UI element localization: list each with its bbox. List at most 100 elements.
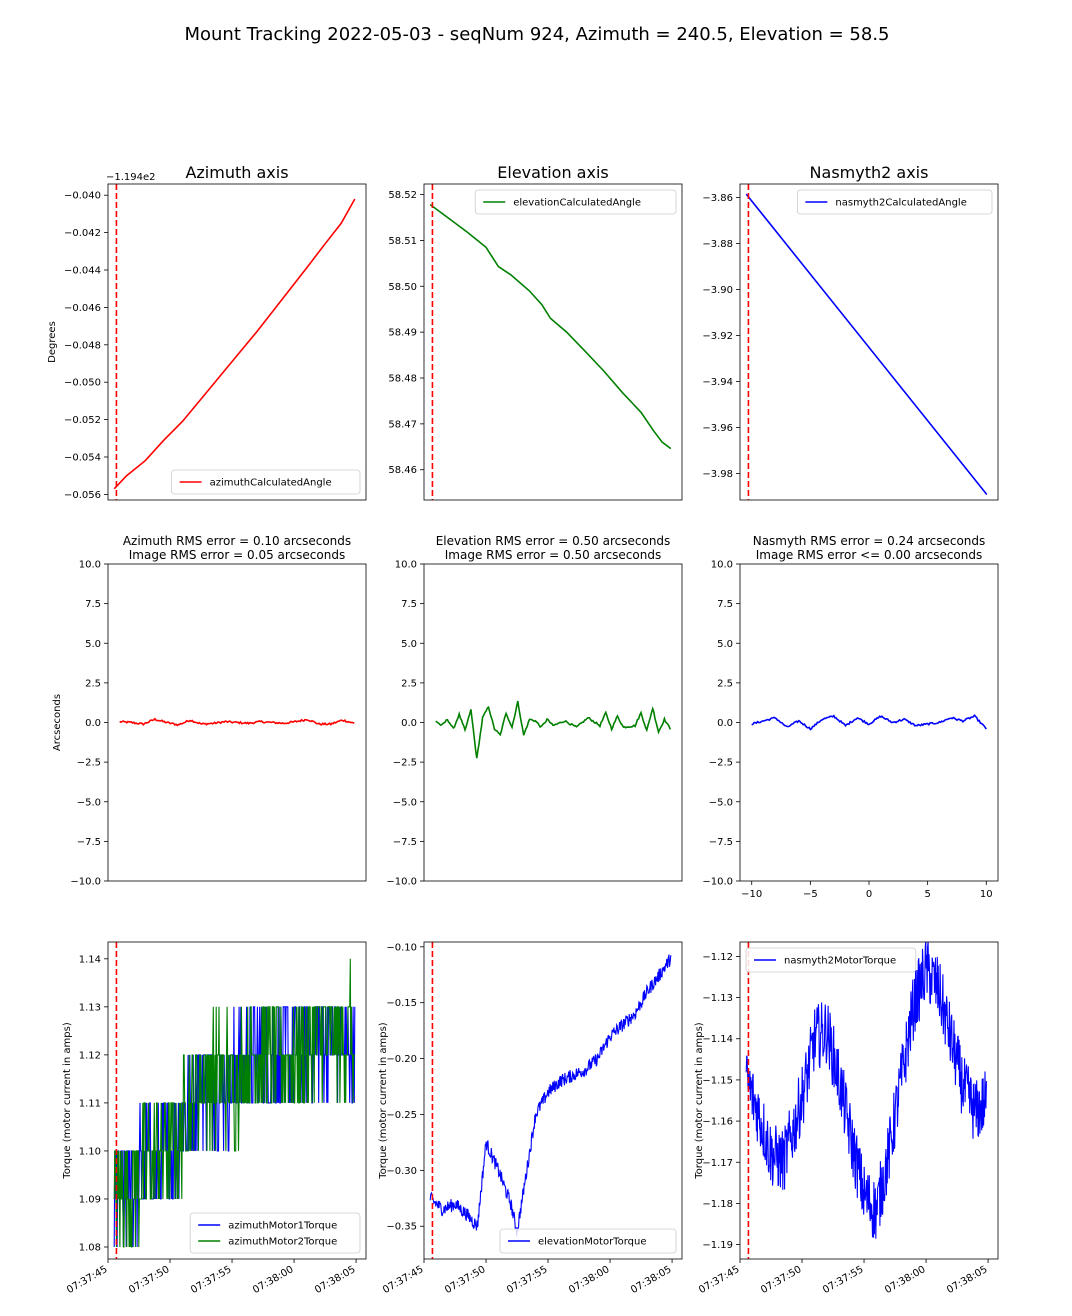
plot-area xyxy=(113,958,356,1248)
x-tick-label: 5 xyxy=(924,889,930,900)
axes-title-line-1: Elevation RMS error = 0.50 arcseconds xyxy=(436,534,671,548)
plot-area xyxy=(435,700,672,759)
axes-frame xyxy=(739,941,999,1260)
axes-title-line-1: Nasmyth RMS error = 0.24 arcseconds xyxy=(753,534,986,548)
x-tick-label: 07:37:55 xyxy=(189,1264,233,1296)
y-tick-label: 58.47 xyxy=(388,419,417,430)
y-tick-label: 2.5 xyxy=(717,678,733,689)
y-tick-label: 2.5 xyxy=(85,678,101,689)
y-tick-label: 5.0 xyxy=(85,639,101,650)
legend-box xyxy=(474,189,677,215)
y-tick-label: −0.050 xyxy=(64,378,101,389)
panel-1: Azimuth axis −1.194e2 −0.040 −0.042 −0.044 −0… xyxy=(47,163,367,501)
x-tick-label: 07:38:00 xyxy=(567,1264,611,1296)
legend-label: nasmyth2MotorTorque xyxy=(784,956,896,967)
y-tick-label: −0.046 xyxy=(64,303,101,314)
series-line-blue xyxy=(745,193,988,496)
y-tick-label: 58.51 xyxy=(388,236,417,247)
legend-box xyxy=(499,1228,677,1254)
axes-frame xyxy=(423,563,683,882)
y-tick-label: −0.30 xyxy=(386,1166,417,1177)
series-line-blue xyxy=(751,713,987,731)
axes-frame xyxy=(423,183,683,501)
figure-title: Mount Tracking 2022-05-03 - seqNum 924, … xyxy=(184,24,889,45)
plot-area xyxy=(751,713,987,731)
y-tick-label: −0.15 xyxy=(386,998,417,1009)
legend: azimuthMotor1Torque azimuthMotor2Torque xyxy=(189,1212,361,1254)
y-axis-label: Torque (motor current in amps) xyxy=(62,1022,73,1180)
legend: azimuthCalculatedAngle xyxy=(171,469,361,495)
y-tick-label: −3.88 xyxy=(702,239,733,250)
y-tick-label: −1.13 xyxy=(702,993,733,1004)
series-line-red xyxy=(119,717,355,727)
y-tick-label: −2.5 xyxy=(393,758,417,769)
y-tick-label: −0.048 xyxy=(64,340,101,351)
y-tick-label: −3.92 xyxy=(702,331,733,342)
x-tick-label: 07:37:55 xyxy=(821,1264,865,1296)
y-tick-label: 5.0 xyxy=(401,639,417,650)
axes-title: Elevation axis xyxy=(497,163,608,182)
y-tick-label: −0.20 xyxy=(386,1054,417,1065)
y-tick-label: −3.86 xyxy=(702,193,733,204)
y-tick-label: −0.052 xyxy=(64,415,101,426)
series-line-green xyxy=(429,203,672,450)
legend-box xyxy=(797,189,993,215)
x-tick-label: 07:37:45 xyxy=(381,1264,425,1296)
y-tick-label: −1.19 xyxy=(702,1240,733,1251)
y-tick-label: 10.0 xyxy=(395,560,417,571)
axes-frame xyxy=(739,563,999,882)
legend-label: nasmyth2CalculatedAngle xyxy=(835,198,966,209)
legend-box xyxy=(171,469,361,495)
series-line-blue xyxy=(429,954,672,1237)
y-tick-label: 7.5 xyxy=(401,599,417,610)
y-tick-label: −10.0 xyxy=(386,877,417,888)
y-tick-label: −0.042 xyxy=(64,228,101,239)
y-offset-label: −1.194e2 xyxy=(106,172,156,183)
panel-9: −1.12 −1.13 −1.14 −1.15 −1.16 −1.17 −1.18 −1.19… xyxy=(694,941,999,1296)
panel-6: Nasmyth RMS error = 0.24 arcsecondsImage… xyxy=(702,534,999,900)
legend: elevationCalculatedAngle xyxy=(474,189,677,215)
plot-area xyxy=(429,203,672,450)
y-tick-label: −1.18 xyxy=(702,1199,733,1210)
x-tick-label: −10 xyxy=(741,889,762,900)
y-tick-label: −10.0 xyxy=(70,877,101,888)
y-tick-label: −2.5 xyxy=(709,758,733,769)
y-tick-label: −0.040 xyxy=(64,191,101,202)
legend-label: azimuthCalculatedAngle xyxy=(210,478,332,489)
y-tick-label: 0.0 xyxy=(717,718,733,729)
axes-title-line-2: Image RMS error <= 0.00 arcseconds xyxy=(756,548,983,562)
x-tick-label: 0 xyxy=(866,889,872,900)
y-tick-label: −3.94 xyxy=(702,377,733,388)
series-line-blue xyxy=(745,942,988,1239)
x-tick-label: 07:37:50 xyxy=(443,1264,487,1296)
y-tick-label: 2.5 xyxy=(401,678,417,689)
axes-title-line-1: Azimuth RMS error = 0.10 arcseconds xyxy=(123,534,351,548)
y-axis-label: Torque (motor current in amps) xyxy=(694,1022,705,1180)
y-tick-label: 1.13 xyxy=(79,1002,101,1013)
x-tick-label: 07:37:45 xyxy=(697,1264,741,1296)
y-tick-label: −7.5 xyxy=(709,837,733,848)
y-tick-label: −0.054 xyxy=(64,452,101,463)
x-tick-label: 10 xyxy=(980,889,993,900)
series-line-green xyxy=(435,700,672,759)
y-tick-label: 1.12 xyxy=(79,1050,101,1061)
x-tick-label: 07:38:05 xyxy=(313,1264,357,1296)
x-tick-label: 07:38:00 xyxy=(251,1264,295,1296)
axes-title: Azimuth axis xyxy=(185,163,288,182)
y-tick-label: 0.0 xyxy=(401,718,417,729)
y-tick-label: −5.0 xyxy=(77,797,101,808)
y-tick-label: −1.16 xyxy=(702,1117,733,1128)
y-axis-label: Degrees xyxy=(47,321,58,363)
axes-frame xyxy=(423,941,683,1260)
axes-frame xyxy=(107,941,367,1260)
panel-7: 1.08 1.09 1.10 1.11 1.12 1.13 1.14 07:37:45 07:3… xyxy=(62,941,367,1296)
y-tick-label: −5.0 xyxy=(393,797,417,808)
x-tick-label: 07:38:00 xyxy=(883,1264,927,1296)
y-tick-label: −2.5 xyxy=(77,758,101,769)
legend: elevationMotorTorque xyxy=(499,1228,677,1254)
y-tick-label: 1.09 xyxy=(79,1194,101,1205)
x-tick-label: 07:37:50 xyxy=(759,1264,803,1296)
y-tick-label: −1.12 xyxy=(702,952,733,963)
y-axis-label: Arcseconds xyxy=(52,694,63,751)
